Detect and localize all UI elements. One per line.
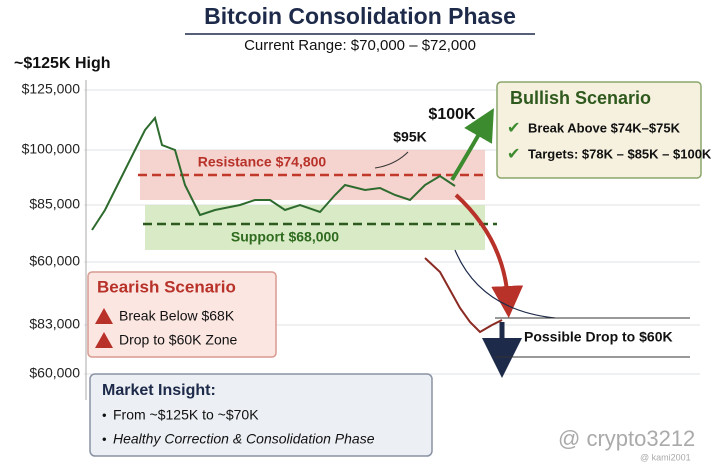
- bullet: •: [102, 431, 107, 446]
- y-axis: $125,000 $100,000 $85,000 $60,000 $83,000 $60…: [22, 80, 700, 400]
- insight-item: Healthy Correction & Consolidation Phase: [113, 431, 375, 447]
- insight-box: [89, 373, 433, 457]
- bearish-box: [87, 271, 277, 358]
- bullish-title: Bullish Scenario: [510, 88, 651, 108]
- y-label: $100,000: [22, 141, 81, 157]
- warning-icon: [95, 332, 113, 348]
- bullish-item: Break Above $74K–$75K: [528, 120, 681, 135]
- bearish-arrow: [454, 193, 524, 318]
- warning-icon: [95, 308, 113, 324]
- insight-title: Market Insight:: [102, 382, 216, 399]
- subtitle: Current Range: $70,000 – $72,000: [244, 37, 476, 54]
- target-label: $95K: [393, 129, 426, 145]
- target-label: $100K: [428, 106, 476, 123]
- watermark: @ crypto3212: [558, 426, 695, 451]
- drop-path: [424, 257, 503, 334]
- support-band: [145, 205, 485, 250]
- resistance-label: Resistance $74,800: [198, 154, 327, 170]
- price-path: [91, 115, 456, 231]
- target-line: [374, 151, 409, 169]
- y-label: $125,000: [22, 81, 81, 97]
- bearish-title: Bearish Scenario: [97, 277, 236, 296]
- bullet: •: [102, 407, 107, 422]
- bullish-arrow: [450, 108, 494, 182]
- watermark-user: @ kami2001: [640, 452, 691, 462]
- support-label: Support $68,000: [231, 229, 339, 245]
- y-label: $85,000: [29, 196, 80, 212]
- peak-label: ~$125K High: [14, 55, 110, 72]
- insight-item: From ~$125K to ~$70K: [113, 407, 259, 423]
- bearish-item: Break Below $68K: [119, 308, 235, 324]
- y-label: $83,000: [29, 316, 80, 332]
- bullish-box: [496, 81, 702, 179]
- bullish-item: Targets: $78K – $85K – $100K: [528, 146, 712, 161]
- check-icon: ✔: [507, 146, 520, 163]
- y-label: $60,000: [29, 253, 80, 269]
- drop-label: Possible Drop to $60K: [524, 329, 673, 345]
- title: Bitcoin Consolidation Phase: [204, 3, 516, 29]
- bearish-item: Drop to $60K Zone: [119, 332, 238, 348]
- drop-curve: [454, 249, 556, 319]
- check-icon: ✔: [507, 120, 520, 137]
- y-label: $60,000: [29, 365, 80, 381]
